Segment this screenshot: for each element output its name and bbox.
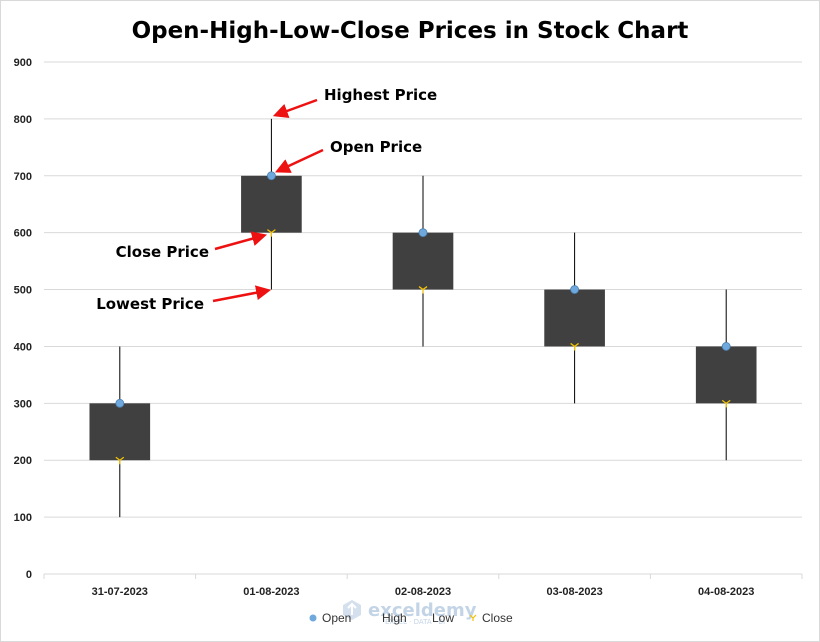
candle-body [89,403,151,461]
y-tick-label: 600 [14,228,32,240]
annotation-label: Highest Price [324,86,437,104]
y-tick-label: 200 [14,455,32,467]
legend-label: Close [482,611,513,625]
x-axis-ticks: 31-07-2023 01-08-2023 02-08-2023 03-08-2023… [43,574,803,598]
open-marker [266,171,276,181]
y-tick-label: 800 [14,114,32,126]
legend-label: High [382,611,407,625]
close-marker [721,399,731,408]
exceldemy-watermark: exceldemy EXCEL · DATA · BI [343,600,477,626]
watermark-tagline: EXCEL · DATA · BI [385,618,445,626]
annotation-label: Open Price [330,138,422,156]
open-marker [721,342,731,351]
legend: Open High Low Close [309,611,513,625]
close-marker [570,342,579,351]
candle-body [544,289,605,347]
candles [89,118,757,518]
candle-body [695,346,757,404]
candle-01-08-2023 [241,118,302,290]
y-tick-label: 100 [14,512,32,524]
legend-marker [469,614,477,621]
candle-03-08-2023 [544,232,605,404]
annotation-arrow [214,231,268,251]
open-marker [115,398,125,408]
candle-31-07-2023 [89,346,151,518]
y-tick-label: 0 [26,569,32,581]
candle-04-08-2023 [695,289,757,461]
annotation-label: Lowest Price [96,295,204,313]
y-tick-label: 700 [14,171,32,183]
legend-item-open: Open [309,611,351,625]
close-marker [267,229,276,237]
x-tick-label: 31-07-2023 [92,586,148,598]
x-tick-label: 03-08-2023 [546,586,602,598]
annotation-arrow [212,285,272,303]
y-tick-label: 400 [14,341,32,353]
legend-label: Open [322,611,351,625]
annotations: Highest Price Open Price Close Price Lowest… [96,86,437,313]
legend-marker [309,614,317,622]
candle-body [392,232,454,290]
legend-label: Low [432,611,454,625]
open-marker [570,285,579,294]
legend-item-low: Low [432,611,454,625]
legend-item-close: Close [469,611,513,625]
watermark-name: exceldemy [368,600,477,621]
candle-body [241,175,302,233]
annotation-label: Close Price [116,243,209,261]
open-marker [418,228,428,238]
annotation-arrow [272,98,318,119]
y-tick-label: 300 [14,398,32,410]
chart-title: Open-High-Low-Close Prices in Stock Char… [132,18,689,44]
candle-02-08-2023 [392,175,454,347]
x-tick-label: 01-08-2023 [243,586,299,598]
close-marker [418,286,428,294]
y-tick-label: 900 [14,57,32,69]
close-marker [115,456,125,465]
x-tick-label: 04-08-2023 [698,586,754,598]
y-tick-label: 500 [14,285,32,297]
legend-item-high: High [382,611,407,625]
y-axis-ticks: 0 100 200 300 400 500 600 700 800 900 [14,57,32,581]
x-tick-label: 02-08-2023 [395,586,451,598]
annotation-arrow [275,148,324,173]
